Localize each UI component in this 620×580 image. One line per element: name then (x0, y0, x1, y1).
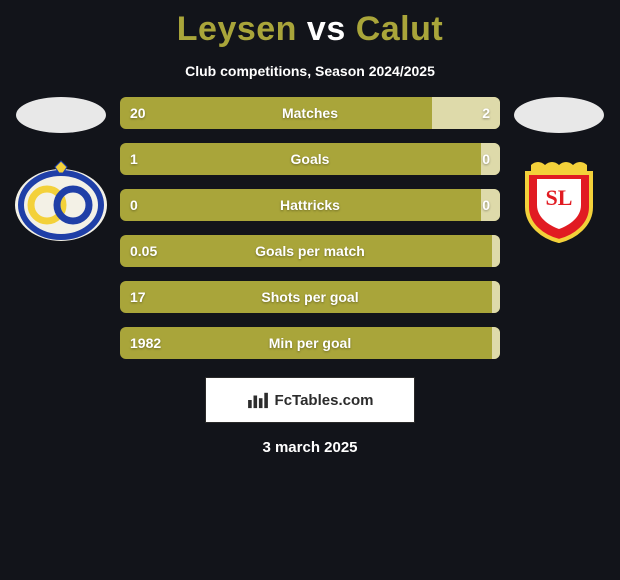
player2-name: Calut (356, 10, 444, 48)
subtitle: Club competitions, Season 2024/2025 (0, 63, 620, 79)
stat-bar: 20 Matches 2 (120, 97, 500, 129)
stat-bar: 1 Goals 0 (120, 143, 500, 175)
source-label: FcTables.com (275, 392, 374, 409)
stat-left-value: 1982 (130, 335, 161, 351)
comparison-stage: SL 20 Matches 2 1 Goals 0 0 Hattricks 0 0.05 Goals… (0, 97, 620, 359)
player1-club-badge (11, 159, 111, 243)
stat-left-value: 1 (130, 151, 138, 167)
stat-label: Shots per goal (261, 289, 358, 305)
stat-bar: 0 Hattricks 0 (120, 189, 500, 221)
player2-club-badge: SL (509, 159, 609, 243)
stat-bar-right-segment (492, 327, 500, 359)
stat-bar: 17 Shots per goal (120, 281, 500, 313)
left-player-column (6, 97, 116, 243)
right-player-column: SL (504, 97, 614, 243)
stat-left-value: 0.05 (130, 243, 157, 259)
stat-right-value: 2 (482, 105, 490, 121)
player2-avatar-placeholder (514, 97, 604, 133)
stat-label: Min per goal (269, 335, 351, 351)
stat-label: Goals (291, 151, 330, 167)
stat-label: Matches (282, 105, 338, 121)
svg-text:SL: SL (546, 185, 573, 210)
stat-label: Hattricks (280, 197, 340, 213)
player1-name: Leysen (177, 10, 297, 48)
stat-right-value: 0 (482, 151, 490, 167)
stat-bar: 1982 Min per goal (120, 327, 500, 359)
source-chip[interactable]: FcTables.com (205, 377, 415, 423)
bar-chart-icon (247, 391, 269, 409)
stat-bars: 20 Matches 2 1 Goals 0 0 Hattricks 0 0.05 Goals pe… (120, 97, 500, 359)
stat-right-value: 0 (482, 197, 490, 213)
stat-bar-right-segment (492, 235, 500, 267)
stat-bar-right-segment (492, 281, 500, 313)
stat-left-value: 0 (130, 197, 138, 213)
standard-liege-badge-icon: SL (509, 159, 609, 243)
stat-label: Goals per match (255, 243, 365, 259)
stat-bar: 0.05 Goals per match (120, 235, 500, 267)
stat-left-value: 17 (130, 289, 146, 305)
vs-text: vs (307, 10, 346, 48)
player1-avatar-placeholder (16, 97, 106, 133)
union-sg-badge-icon (11, 159, 111, 243)
comparison-title: Leysen vs Calut (0, 0, 620, 49)
date-label: 3 march 2025 (0, 439, 620, 456)
stat-left-value: 20 (130, 105, 146, 121)
